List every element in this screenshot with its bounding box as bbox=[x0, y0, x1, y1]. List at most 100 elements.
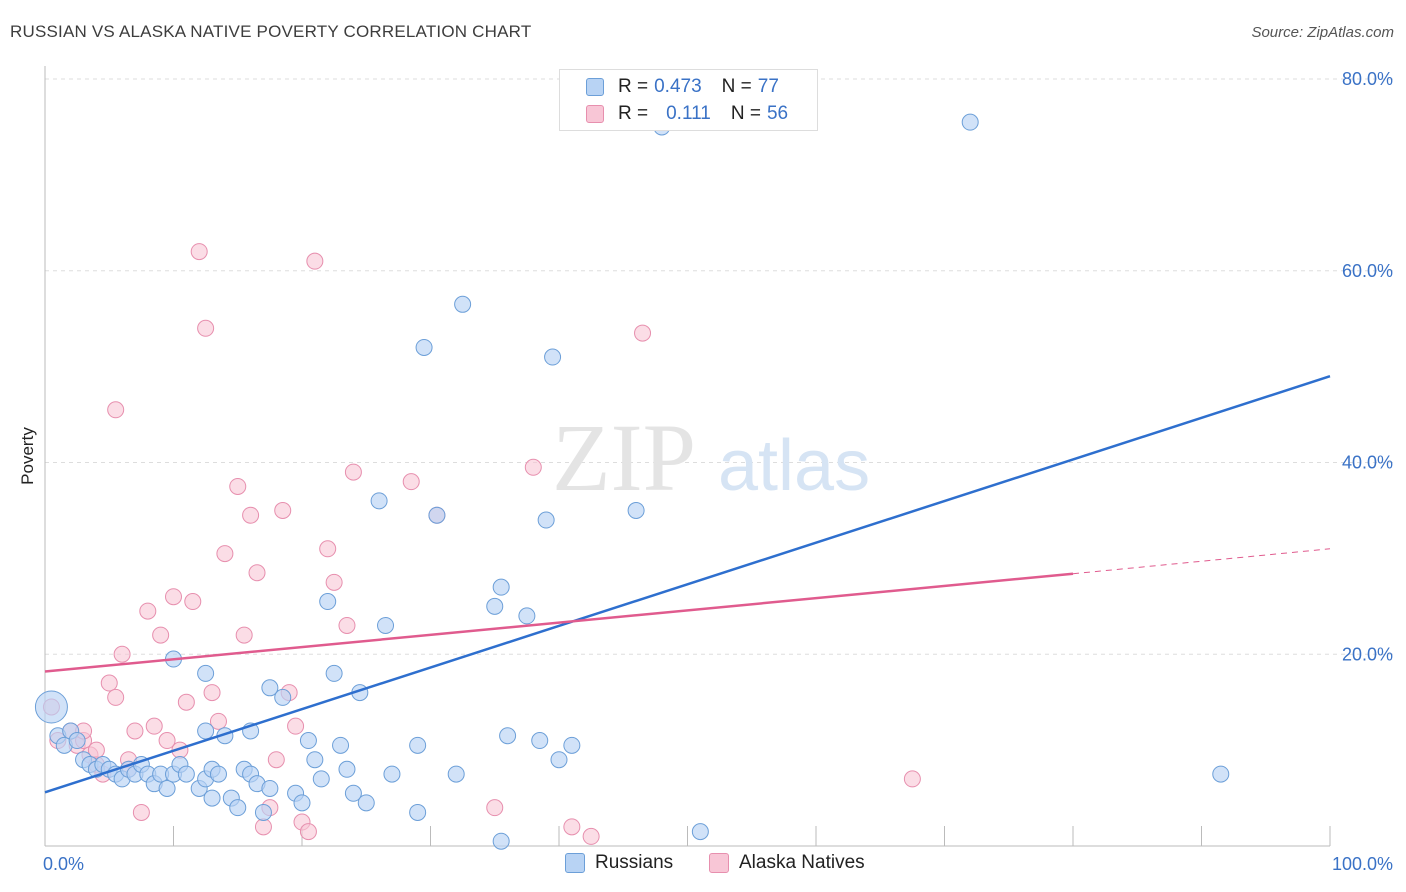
alaska-natives-point bbox=[563, 818, 581, 836]
russians-point bbox=[177, 765, 195, 783]
n-value: 56 bbox=[766, 103, 789, 124]
alaska-natives-point bbox=[113, 645, 131, 663]
russians-point bbox=[254, 803, 272, 821]
r-label: R = bbox=[618, 76, 649, 97]
alaska-natives-point bbox=[274, 501, 292, 519]
watermark: ZIP atlas bbox=[552, 404, 870, 511]
russians-point bbox=[293, 794, 311, 812]
russians-point bbox=[306, 751, 324, 769]
alaska-natives-point bbox=[216, 545, 234, 563]
alaska-natives-point bbox=[299, 823, 317, 841]
russians-point bbox=[492, 578, 510, 596]
alaska-natives-legend-swatch bbox=[709, 853, 729, 873]
russians-point bbox=[299, 732, 317, 750]
alaska-natives-point bbox=[107, 401, 125, 419]
legend-row-russians: R = 0.473 N = 77 bbox=[586, 76, 779, 98]
n-label: N = bbox=[730, 103, 761, 124]
series-russians bbox=[34, 113, 1230, 850]
russians-point bbox=[691, 823, 709, 841]
legend-item-alaska-natives: Alaska Natives bbox=[709, 852, 865, 874]
alaska-natives-point bbox=[325, 573, 343, 591]
russians-point bbox=[499, 727, 517, 745]
alaska-natives-point bbox=[197, 319, 215, 337]
russians-point bbox=[447, 765, 465, 783]
alaska-natives-point bbox=[254, 818, 272, 836]
russians-point bbox=[1212, 765, 1230, 783]
alaska-natives-point bbox=[139, 602, 157, 620]
alaska-natives-legend-label: Alaska Natives bbox=[739, 852, 865, 873]
alaska-natives-point bbox=[248, 564, 266, 582]
russians-point bbox=[261, 779, 279, 797]
alaska-natives-point bbox=[126, 722, 144, 740]
alaska-natives-swatch bbox=[586, 105, 604, 123]
russians-swatch bbox=[586, 78, 604, 96]
russians-point bbox=[197, 664, 215, 682]
x-tick-label-min: 0.0% bbox=[43, 854, 84, 874]
y-axis-label: Poverty bbox=[18, 427, 37, 485]
alaska-natives-point bbox=[306, 252, 324, 270]
n-label: N = bbox=[721, 76, 752, 97]
tick-labels: 20.0% 40.0% 60.0% 80.0% 0.0% 100.0% bbox=[43, 69, 1393, 874]
alaska-natives-point bbox=[158, 732, 176, 750]
russians-point bbox=[627, 501, 645, 519]
russians-point bbox=[454, 295, 472, 313]
y-tick-label: 40.0% bbox=[1342, 453, 1393, 473]
alaska-natives-point bbox=[319, 540, 337, 558]
alaska-natives-point bbox=[235, 626, 253, 644]
russians-point bbox=[409, 736, 427, 754]
russians-point bbox=[415, 338, 433, 356]
russians-point bbox=[158, 779, 176, 797]
y-tick-label: 60.0% bbox=[1342, 261, 1393, 281]
russians-point bbox=[197, 722, 215, 740]
russians-point bbox=[357, 794, 375, 812]
alaska-natives-point bbox=[524, 458, 542, 476]
n-value: 77 bbox=[757, 76, 779, 97]
alaska-natives-point bbox=[100, 674, 118, 692]
russians-point bbox=[377, 616, 395, 634]
russians-point bbox=[531, 732, 549, 750]
russians-point bbox=[409, 803, 427, 821]
series-alaska-natives bbox=[42, 243, 921, 845]
alaska-natives-point bbox=[203, 684, 221, 702]
alaska-natives-point bbox=[145, 717, 163, 735]
russians-point bbox=[550, 751, 568, 769]
y-tick-label: 80.0% bbox=[1342, 69, 1393, 89]
axes bbox=[44, 66, 1331, 847]
russians-point bbox=[518, 607, 536, 625]
alaska-natives-point bbox=[107, 688, 125, 706]
alaska-natives-point bbox=[242, 506, 260, 524]
russians-point bbox=[961, 113, 979, 131]
russians-point bbox=[370, 492, 388, 510]
russians-point bbox=[203, 789, 221, 807]
russians-point bbox=[319, 593, 337, 611]
alaska-natives-point bbox=[402, 473, 420, 491]
x-tick-label-max: 100.0% bbox=[1332, 854, 1393, 874]
russians-point bbox=[383, 765, 401, 783]
legend-row-alaska-natives: R = 0.111 N = 56 bbox=[586, 103, 788, 125]
alaska-natives-point bbox=[177, 693, 195, 711]
alaska-natives-point bbox=[344, 463, 362, 481]
r-value: 0.111 bbox=[666, 103, 711, 124]
alaska-natives-point bbox=[184, 593, 202, 611]
alaska-natives-point bbox=[190, 243, 208, 261]
alaska-natives-point bbox=[165, 588, 182, 606]
russians-point bbox=[229, 799, 247, 817]
alaska-natives-point bbox=[152, 626, 170, 644]
alaska-natives-point bbox=[267, 751, 285, 769]
russians-point bbox=[537, 511, 555, 529]
r-label: R = bbox=[618, 103, 649, 124]
russians-trend-line bbox=[44, 375, 1331, 794]
trend-lines bbox=[44, 375, 1331, 794]
russians-point bbox=[338, 760, 356, 778]
russians-legend-swatch bbox=[565, 853, 585, 873]
russians-point bbox=[209, 765, 227, 783]
gridlines bbox=[45, 78, 1395, 655]
alaska-natives-point bbox=[209, 712, 227, 730]
russians-point bbox=[325, 664, 343, 682]
stats-legend: R = 0.473 N = 77 R = 0.111 N = 56 bbox=[559, 69, 818, 131]
alaska-natives-point bbox=[87, 741, 105, 759]
russians-point bbox=[544, 348, 562, 366]
alaska-natives-point bbox=[338, 616, 356, 634]
russians-point bbox=[428, 506, 446, 524]
